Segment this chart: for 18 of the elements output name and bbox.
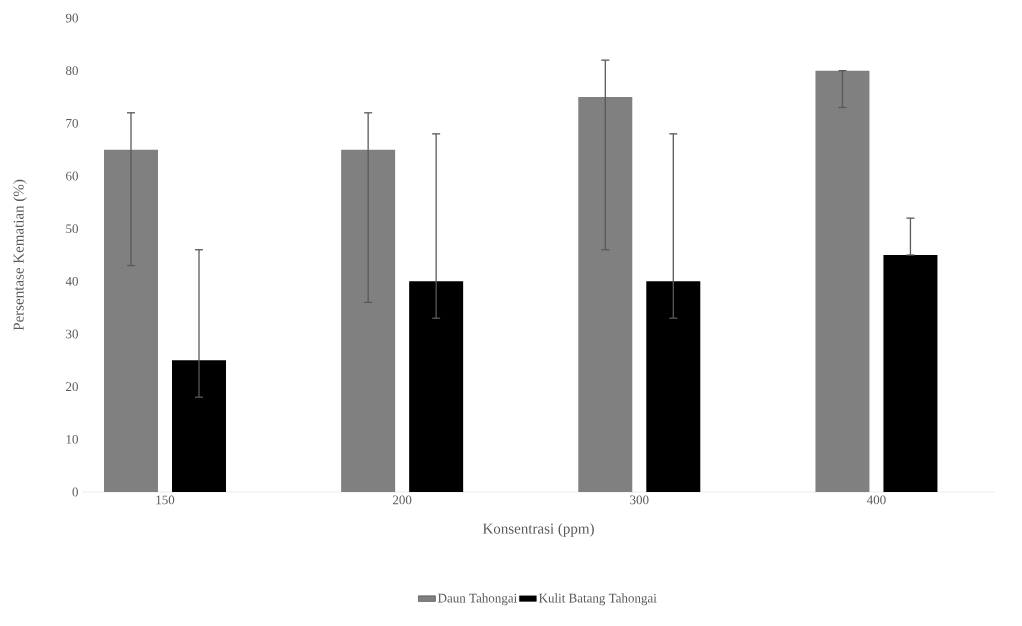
- x-axis-title: Konsentrasi (ppm): [482, 523, 594, 537]
- x-tick-label: 400: [866, 495, 886, 505]
- x-tick-label: 200: [392, 495, 412, 505]
- x-tick-label: 150: [156, 495, 175, 505]
- legend-label: Daun Tahongai: [437, 593, 517, 606]
- y-tick-label: 30: [66, 329, 78, 339]
- y-tick-label: 40: [65, 276, 78, 286]
- y-tick-label: 90: [65, 13, 78, 23]
- y-tick-label: 80: [65, 66, 78, 76]
- y-tick-label: 50: [66, 224, 78, 234]
- y-tick-label: 10: [66, 434, 78, 444]
- y-tick-label: 60: [66, 171, 78, 181]
- y-tick-label: 20: [66, 382, 78, 392]
- y-tick-label: 0: [72, 487, 78, 497]
- legend-label: Kulit Batang Tahongai: [538, 593, 657, 606]
- x-tick-label: 300: [630, 495, 649, 505]
- y-axis-title: Persentase Kematian (%): [13, 179, 27, 331]
- y-tick-label: 70: [66, 118, 78, 128]
